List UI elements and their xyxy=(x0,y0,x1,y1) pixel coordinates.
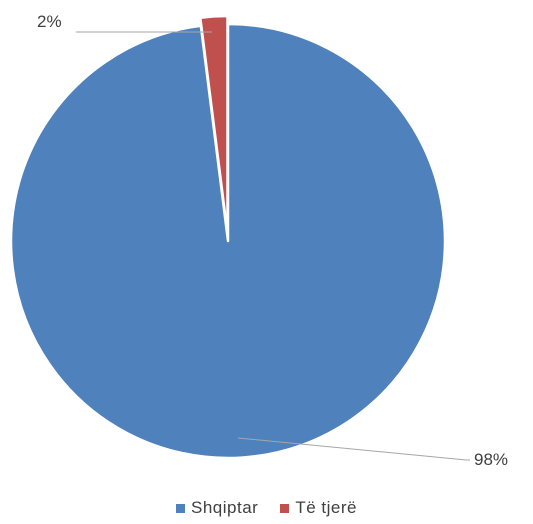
chart-legend: Shqiptar Të tjerë xyxy=(0,498,533,518)
data-label-te-tjere: 2% xyxy=(37,12,62,31)
pie-slice-shqiptar xyxy=(9,22,447,460)
leader-line-shqiptar xyxy=(237,437,470,461)
legend-item-te-tjere: Të tjerë xyxy=(280,498,357,518)
legend-label-shqiptar: Shqiptar xyxy=(191,498,259,517)
legend-item-shqiptar: Shqiptar xyxy=(176,498,258,518)
legend-label-te-tjere: Të tjerë xyxy=(295,498,357,517)
pie-slices xyxy=(9,14,447,460)
legend-swatch-te-tjere xyxy=(280,503,290,513)
leader-lines xyxy=(76,31,470,461)
data-labels: 2% 98% xyxy=(37,12,508,469)
pie-slice-te-tjere xyxy=(199,14,229,235)
legend-swatch-shqiptar xyxy=(176,503,186,513)
data-label-shqiptar: 98% xyxy=(474,450,508,469)
